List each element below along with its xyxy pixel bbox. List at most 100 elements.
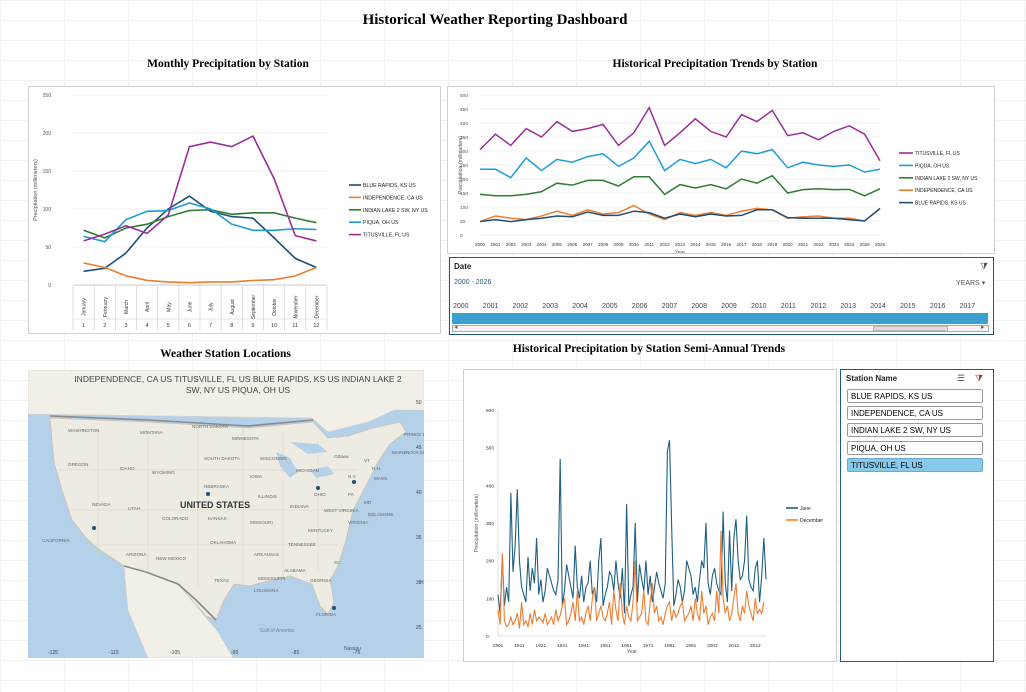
timeline-year[interactable]: 2016: [929, 303, 946, 310]
historical-trends-chart[interactable]: 0 50 100 150 200 250 300 350 400 450 500 Precipitat…: [447, 86, 995, 256]
timeline-year[interactable]: 2005: [602, 303, 618, 310]
state-label: LOUISIANA: [254, 588, 279, 593]
x-tick-label: 2017: [737, 242, 748, 247]
x-tick-label: 2005: [552, 242, 563, 247]
scroll-left-icon[interactable]: ◂: [454, 324, 458, 331]
timeline-year[interactable]: 2014: [870, 303, 886, 310]
x-tick-number: 7: [209, 323, 212, 329]
timeline-year[interactable]: 2000: [453, 303, 469, 310]
y-tick-label: 250: [460, 163, 468, 169]
series-line-4: [83, 134, 317, 242]
timeline-clear-filter-icon[interactable]: ⧩: [980, 261, 989, 271]
x-tick-label: 2024: [844, 242, 855, 247]
legend-label-0: BLUE RAPIDS, KS US: [363, 183, 416, 189]
timeline-year[interactable]: 2007: [661, 303, 678, 310]
state-label: UTAH: [128, 506, 140, 511]
y-tick-label: 200: [460, 177, 468, 183]
state-label: MAINE: [392, 450, 407, 455]
timeline-unit-selector[interactable]: YEARS ▾: [956, 279, 985, 287]
state-label: KANSAS: [208, 516, 227, 521]
monthly-chart-svg: 0 50 100 150 200 250 Precipitation (millimeter…: [33, 93, 428, 331]
station-slicer-title: Station Name: [846, 374, 898, 383]
state-label: OREGON: [68, 462, 88, 467]
station-map[interactable]: INDEPENDENCE, CA US TITUSVILLE, FL US BL…: [28, 370, 424, 658]
series-line-2: [479, 174, 881, 197]
state-label: WEST VIRGINIA: [324, 508, 360, 513]
station-marker-0: [92, 526, 96, 530]
state-label: VT: [364, 458, 370, 463]
y-tick-label: 300: [460, 149, 468, 155]
y-tick-label: 100: [43, 207, 52, 213]
x-axis-label: Year: [675, 250, 685, 253]
state-label: OKLAHOMA: [210, 540, 237, 545]
state-label: MASS.: [374, 476, 388, 481]
country-label: UNITED STATES: [180, 500, 250, 510]
state-label: MD: [364, 500, 372, 505]
state-label: VIRGINIA: [348, 520, 369, 525]
state-label: MICHIGAN: [296, 468, 319, 473]
state-label: MONTANA: [140, 430, 164, 435]
map-heading-box: INDEPENDENCE, CA US TITUSVILLE, FL US BL…: [74, 374, 401, 395]
station-item[interactable]: PIQUA, OH US: [847, 440, 983, 455]
timeline-selection-bar[interactable]: [452, 313, 988, 324]
state-label: DELAWARE: [368, 512, 393, 517]
state-label: TEXAS: [214, 578, 229, 583]
x-tick-number: 5: [167, 323, 170, 329]
timeline-year[interactable]: 2015: [900, 303, 916, 310]
timeline-scroll-thumb[interactable]: [873, 326, 948, 331]
slicer-clear-filter-icon[interactable]: ⧩: [975, 373, 984, 383]
dashboard-title: Historical Weather Reporting Dashboard: [362, 12, 628, 28]
y-tick-label: 350: [460, 135, 468, 141]
timeline-year[interactable]: 2006: [631, 303, 648, 310]
timeline-year[interactable]: 2012: [810, 303, 827, 310]
station-item[interactable]: INDEPENDENCE, CA US: [847, 406, 983, 421]
semiannual-chart-title: Historical Precipitation by Station Semi…: [512, 343, 786, 355]
timeline-year[interactable]: 2002: [512, 303, 529, 310]
legend-label-3: PIQUA, OH US: [363, 220, 399, 226]
timeline-year[interactable]: 2004: [572, 303, 588, 310]
station-item[interactable]: BLUE RAPIDS, KS US: [847, 389, 983, 403]
station-item[interactable]: INDIAN LAKE 2 SW, NY US: [847, 423, 983, 438]
state-label: WISCONSIN: [260, 456, 287, 461]
timeline-year[interactable]: 2009: [721, 303, 737, 310]
x-tick-label: 2025: [860, 242, 871, 247]
timeline-year[interactable]: 2017: [959, 303, 976, 310]
station-name-slicer[interactable]: Station Name ☰ ⧩ BLUE RAPIDS, KS US INDEP…: [840, 369, 994, 662]
station-item[interactable]: TITUSVILLE, FL US: [847, 457, 983, 472]
multi-select-icon[interactable]: ☰: [957, 373, 966, 383]
y-axis-label: Precipitation (millimeters): [458, 136, 464, 195]
state-label: GEORGIA: [310, 578, 332, 583]
y-tick-label: 100: [486, 596, 494, 602]
semiannual-trends-chart[interactable]: 0 100 200 300 400 500 600 Precipitation (millim…: [463, 369, 837, 662]
x-tick-number: 2: [103, 323, 106, 329]
timeline-year[interactable]: 2001: [482, 303, 499, 310]
x-tick-label: 1971: [643, 643, 654, 649]
y-tick-label: 250: [43, 93, 52, 99]
state-label: NEW MEXICO: [156, 556, 187, 561]
x-tick-label: 2010: [629, 242, 640, 247]
y-tick-label: 500: [486, 446, 494, 452]
monthly-precip-chart[interactable]: 0 50 100 150 200 250 Precipitation (millimeter…: [28, 86, 441, 334]
lake-michigan: [276, 452, 298, 478]
station-marker-1: [206, 492, 210, 496]
x-tick-number: 6: [188, 323, 191, 329]
scroll-right-icon[interactable]: ▸: [981, 324, 985, 331]
date-timeline-slicer[interactable]: Date ⧩ 2000 - 2026 YEARS ▾ 2000 2001 2002 2…: [449, 257, 994, 335]
trends-chart-title: Historical Precipitation Trends by Stati…: [612, 58, 818, 70]
x-tick-label: 2008: [598, 242, 609, 247]
x-tick-label: August: [230, 299, 236, 315]
y-tick-label: 150: [460, 191, 468, 197]
x-tick-label: 2023: [829, 242, 840, 247]
latitude-label: 35: [416, 535, 422, 541]
timeline-year[interactable]: 2003: [542, 303, 558, 310]
x-tick-label: 2022: [750, 643, 761, 649]
timeline-year[interactable]: 2010: [751, 303, 767, 310]
series-line-0: [497, 440, 767, 614]
x-tick-number: 11: [292, 323, 298, 329]
x-tick-label: 2016: [721, 242, 732, 247]
timeline-year[interactable]: 2011: [780, 303, 796, 310]
timeline-scrollbar[interactable]: ◂ ▸: [452, 324, 989, 332]
x-tick-label: September: [251, 294, 257, 319]
timeline-year[interactable]: 2013: [840, 303, 856, 310]
timeline-year[interactable]: 2008: [691, 303, 707, 310]
